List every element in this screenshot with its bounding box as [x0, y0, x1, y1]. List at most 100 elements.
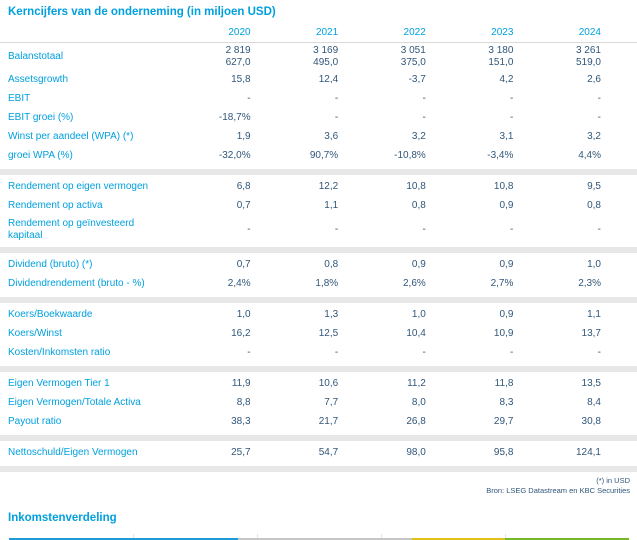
row-label: Koers/Boekwaarde: [8, 309, 93, 321]
table-row: Assetsgrowth 15,8 12,4 -3,7 4,2 2,6: [0, 71, 637, 90]
table-row: EBIT - - - - -: [0, 90, 637, 109]
row-value: 2 819 627,0: [225, 44, 251, 69]
row-value: -: [334, 347, 339, 359]
income-distribution-chart: Inkomstenverdeling 37281520 020406080100…: [0, 511, 637, 540]
row-value: 7,7: [324, 397, 339, 409]
row-value: 8,4: [587, 397, 601, 409]
footnote-usd: (*) in USD: [596, 476, 630, 485]
row-value: 11,9: [231, 378, 251, 390]
table-header-row: 2020 2021 2022 2023 2024: [0, 25, 637, 43]
group-separator: [0, 366, 637, 372]
row-value: 10,4: [406, 328, 426, 340]
row-value: 25,7: [231, 447, 251, 459]
year-header: 2020: [228, 27, 251, 38]
row-value: 0,8: [324, 259, 339, 271]
bar-segment: 37: [9, 538, 239, 540]
row-value: 6,8: [236, 181, 251, 193]
row-label: Rendement op eigen vermogen: [8, 181, 149, 193]
year-header: 2021: [315, 27, 339, 38]
table-row: Dividendrendement (bruto - %) 2,4% 1,8% 2,6…: [0, 275, 637, 294]
year-header: 2023: [491, 27, 514, 38]
row-label: EBIT groei (%): [8, 112, 74, 124]
row-value: 11,8: [494, 378, 514, 390]
table-body: Balanstotaal 2 819 627,0 3 169 495,0 3 051 …: [0, 43, 637, 472]
row-value: 0,7: [236, 259, 251, 271]
table-row: Dividend (bruto) (*) 0,7 0,8 0,9 0,9 1,0: [0, 256, 637, 275]
row-value: 21,7: [318, 416, 339, 428]
row-value: -3,4%: [487, 150, 514, 162]
bar-segment: 28: [238, 538, 412, 540]
table-row: Payout ratio 38,3 21,7 26,8 29,7 30,8: [0, 413, 637, 432]
row-value: -32,0%: [218, 150, 251, 162]
row-value: 1,0: [411, 309, 426, 321]
row-value: 2,6: [587, 74, 601, 86]
row-value: 30,8: [581, 416, 601, 428]
row-value: 9,5: [587, 181, 601, 193]
group-separator: [0, 466, 637, 472]
row-value: -: [334, 223, 339, 235]
row-value: 3,2: [411, 131, 426, 143]
row-value: 3 051 375,0: [400, 44, 426, 69]
row-value: 4,2: [499, 74, 514, 86]
row-value: -: [422, 112, 426, 124]
chart-plot-area: 37281520: [9, 534, 629, 540]
row-value: 8,3: [499, 397, 514, 409]
stacked-bar: 37281520: [9, 538, 629, 540]
row-value: 0,9: [499, 200, 514, 212]
row-value: 26,8: [406, 416, 426, 428]
year-header: 2024: [578, 27, 601, 38]
row-value: 0,9: [411, 259, 426, 271]
header-spacer: [8, 27, 163, 39]
gridline: [257, 534, 258, 540]
table-footnotes: (*) in USD Bron: LSEG Datastream en KBC …: [0, 475, 637, 495]
row-value: -: [510, 112, 514, 124]
row-value: 12,4: [318, 74, 339, 86]
table-row: Balanstotaal 2 819 627,0 3 169 495,0 3 051 …: [0, 43, 637, 71]
row-value: 2,6%: [403, 278, 426, 290]
gridline: [505, 534, 506, 540]
row-value: -: [510, 93, 514, 105]
row-value: 2,4%: [227, 278, 251, 290]
table-row: Eigen Vermogen/Totale Activa 8,8 7,7 8,0 8,3…: [0, 394, 637, 413]
row-value: 3,1: [499, 131, 514, 143]
table-row: Koers/Winst 16,2 12,5 10,4 10,9 13,7: [0, 325, 637, 344]
bar-segment: 15: [411, 538, 505, 540]
row-value: 95,8: [493, 447, 514, 459]
row-value: -3,7: [408, 74, 426, 86]
row-value: -: [334, 112, 339, 124]
row-value: -: [247, 223, 251, 235]
row-label: Rendement op geïnvesteerd kapitaal: [8, 217, 135, 242]
row-value: 10,8: [406, 181, 426, 193]
key-figures-table: 2020 2021 2022 2023 2024 Balanstotaal 2 8…: [0, 25, 637, 495]
gridline: [133, 534, 134, 540]
row-label: Payout ratio: [8, 416, 62, 428]
year-header: 2022: [403, 27, 426, 38]
row-value: 124,1: [575, 447, 601, 459]
row-value: 0,9: [499, 259, 514, 271]
table-title: Kerncijfers van de onderneming (in miljo…: [8, 6, 276, 18]
row-value: -: [422, 223, 426, 235]
row-value: 10,8: [493, 181, 514, 193]
row-value: 1,3: [324, 309, 339, 321]
table-row: Rendement op eigen vermogen 6,8 12,2 10,8 10…: [0, 178, 637, 197]
row-value: -: [422, 93, 426, 105]
row-value: 1,9: [236, 131, 251, 143]
row-value: 3,6: [324, 131, 339, 143]
row-value: 0,7: [236, 200, 251, 212]
row-label: Koers/Winst: [8, 328, 62, 340]
row-value: 13,5: [581, 378, 601, 390]
row-value: 1,1: [587, 309, 601, 321]
table-row: EBIT groei (%) -18,7% - - - -: [0, 109, 637, 128]
row-value: 3 180 151,0: [488, 44, 514, 69]
row-value: 0,9: [499, 309, 514, 321]
table-row: Koers/Boekwaarde 1,0 1,3 1,0 0,9 1,1: [0, 306, 637, 325]
row-value: -: [597, 347, 601, 359]
table-row: Winst per aandeel (WPA) (*) 1,9 3,6 3,2 3,1 3…: [0, 128, 637, 147]
row-label: Assetsgrowth: [8, 74, 69, 86]
row-value: 1,0: [587, 259, 601, 271]
row-value: -10,8%: [394, 150, 426, 162]
group-separator: [0, 247, 637, 253]
row-value: 2,7%: [490, 278, 514, 290]
row-value: 13,7: [581, 328, 601, 340]
